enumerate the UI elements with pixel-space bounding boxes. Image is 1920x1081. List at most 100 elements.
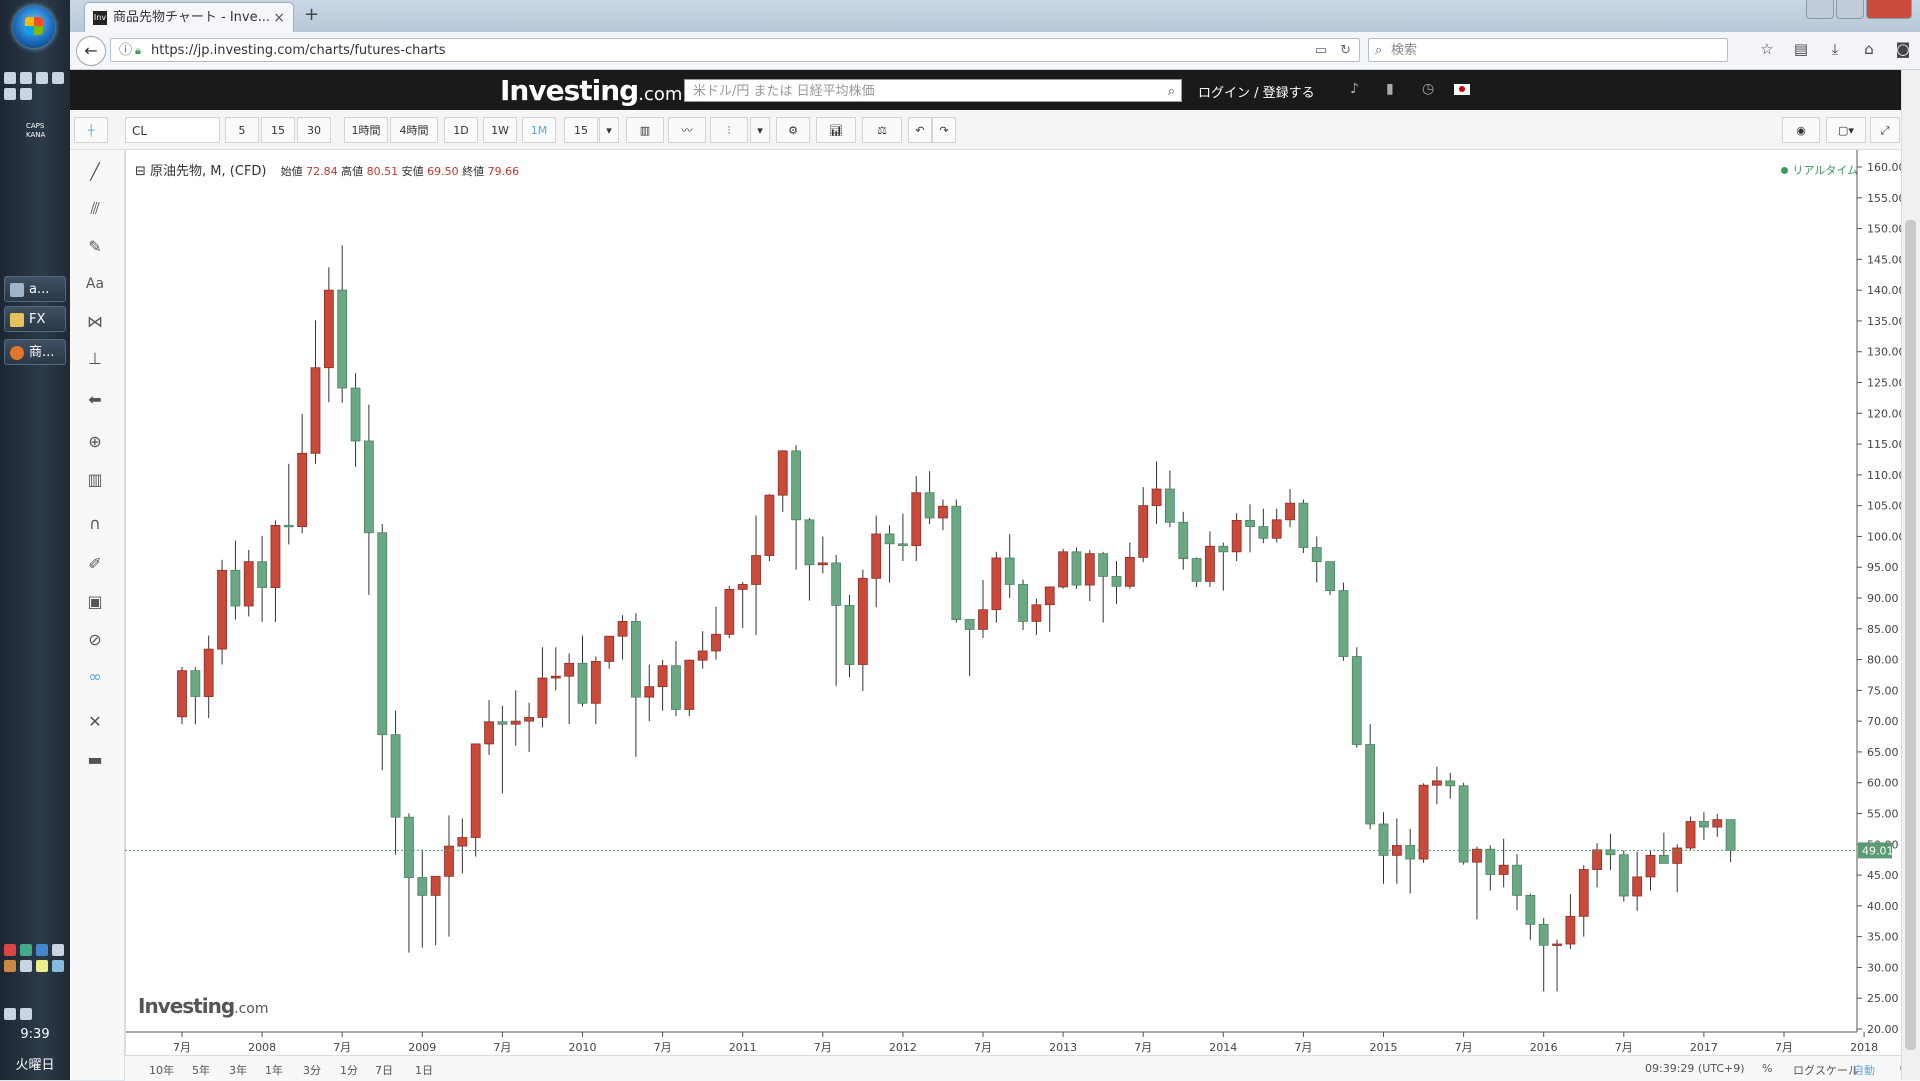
bookmarks-list-icon[interactable]: ▤ (1793, 40, 1809, 58)
app-icon[interactable] (4, 72, 16, 84)
arrow-left-icon[interactable]: ⬅ (88, 390, 102, 409)
brush-icon[interactable]: ✎ (88, 237, 102, 256)
clock-time[interactable]: 9:39 (20, 1027, 50, 1042)
remove-tools-icon[interactable]: ✕ (88, 712, 102, 731)
link-icon[interactable]: ∞ (88, 667, 102, 686)
candlestick-chart[interactable]: 20.0025.0030.0035.0040.0045.0050.0055.00… (125, 150, 1920, 1055)
indicators-icon[interactable]: 📊︎ (816, 117, 856, 143)
chart-type-dropdown-icon[interactable]: ▾ (750, 117, 770, 143)
back-button[interactable]: ← (76, 36, 106, 66)
tray-icon[interactable] (4, 960, 16, 972)
scrollbar-thumb[interactable] (1905, 220, 1916, 1050)
bookmark-star-icon[interactable]: ☆ (1760, 40, 1774, 58)
range-button-7[interactable]: 1日 (415, 1064, 433, 1077)
network-icon[interactable] (4, 1008, 16, 1020)
symbol-input[interactable]: CL (125, 117, 220, 143)
page-scrollbar[interactable] (1901, 70, 1920, 1080)
taskbar-button-browser[interactable]: 商... (4, 339, 66, 365)
range-button-2[interactable]: 3年 (229, 1064, 247, 1077)
log-scale-toggle[interactable]: ログスケール (1793, 1064, 1859, 1077)
bar-chart-icon[interactable]: ⫶ (710, 117, 748, 143)
interval-button-6[interactable]: 1W (483, 117, 517, 143)
site-search-input[interactable]: 米ドル/円 または 日経平均株価 ⌕ (684, 79, 1182, 102)
auto-scale-toggle[interactable]: 自動 (1853, 1064, 1875, 1077)
close-window-button[interactable] (1866, 0, 1912, 19)
portfolio-icon[interactable]: ▮ (1386, 81, 1394, 97)
home-icon[interactable]: ⌂ (1864, 40, 1874, 58)
reader-view-icon[interactable]: ▭ (1314, 43, 1327, 58)
tray-icon[interactable] (4, 944, 16, 956)
interval-button-2[interactable]: 30 (297, 117, 331, 143)
range-button-4[interactable]: 3分 (303, 1064, 321, 1077)
start-button[interactable] (13, 6, 55, 48)
app-icon[interactable] (36, 72, 48, 84)
interval-button-1[interactable]: 15 (261, 117, 295, 143)
bell-icon[interactable]: ♪ (1350, 81, 1359, 97)
clock-icon[interactable]: ◷ (1422, 81, 1435, 97)
japan-flag-icon[interactable] (1454, 84, 1470, 95)
app-icon[interactable] (52, 72, 64, 84)
candle-type-icon[interactable]: ▥ (626, 117, 664, 143)
tray-icon[interactable] (36, 960, 48, 972)
trend-line-icon[interactable]: ╱ (90, 162, 100, 181)
layout-icon[interactable]: ▢▾ (1826, 117, 1866, 143)
browser-search-input[interactable]: ⌕ 検索 (1368, 38, 1728, 62)
ime-indicator[interactable]: CAPS KANA (26, 122, 45, 140)
fullscreen-icon[interactable]: ⤢ (1870, 117, 1900, 143)
range-button-0[interactable]: 10年 (149, 1064, 174, 1077)
url-bar[interactable]: ⓘ 🔒︎ https://jp.investing.com/charts/fut… (110, 38, 1360, 62)
interval-button-3[interactable]: 1時間 (344, 117, 388, 143)
pocket-icon[interactable]: ◙ (1895, 40, 1911, 58)
interval-button-4[interactable]: 4時間 (390, 117, 438, 143)
investing-logo[interactable]: Investing.com (500, 74, 682, 107)
tray-icon[interactable] (36, 944, 48, 956)
line-chart-icon[interactable]: 〰 (668, 117, 706, 143)
settings-icon[interactable]: ⚙ (776, 117, 810, 143)
magnet-icon[interactable]: ∩ (89, 514, 101, 533)
interval-button-5[interactable]: 1D (444, 117, 478, 143)
camera-icon[interactable]: ◉ (1782, 117, 1820, 143)
redo-icon[interactable]: ↷ (932, 117, 956, 143)
tray-icon[interactable] (52, 960, 64, 972)
zoom-icon[interactable]: ⊕ (88, 432, 102, 451)
hide-icon[interactable]: ⊘ (88, 630, 102, 649)
ruler-icon[interactable]: ▥ (87, 470, 103, 489)
app-icon[interactable] (4, 88, 16, 100)
download-icon[interactable]: ⤓ (1831, 40, 1839, 58)
collapse-legend-icon[interactable]: ⊟ (135, 164, 146, 179)
crosshair-tool[interactable]: ┼ (74, 117, 108, 143)
range-button-3[interactable]: 1年 (265, 1064, 283, 1077)
taskbar-button-explorer[interactable]: a... (4, 276, 66, 302)
tray-icon[interactable] (52, 944, 64, 956)
reload-icon[interactable]: ↻ (1340, 43, 1351, 58)
tray-icon[interactable] (20, 944, 32, 956)
range-button-1[interactable]: 5年 (192, 1064, 210, 1077)
chart-area[interactable]: ⊟ 原油先物, M, (CFD) 始値 72.84 高値 80.51 安値 69… (125, 150, 1920, 1080)
new-tab-icon[interactable]: + (304, 4, 320, 25)
minimize-button[interactable] (1806, 0, 1834, 19)
interval-dropdown-icon[interactable]: ▾ (599, 117, 619, 143)
pencil-lock-icon[interactable]: ✐ (88, 554, 102, 573)
interval-button-7[interactable]: 1M (522, 117, 556, 143)
interval-button-8[interactable]: 15 (564, 117, 598, 143)
measure-icon[interactable]: ⊥ (88, 349, 102, 368)
browser-tab[interactable]: Inv 商品先物チャート - Inve... × (84, 2, 294, 32)
clock-day[interactable]: 火曜日 (15, 1058, 55, 1073)
text-tool-icon[interactable]: Aa (85, 276, 105, 292)
range-button-5[interactable]: 1分 (340, 1064, 358, 1077)
lock-icon[interactable]: ▣ (87, 592, 103, 611)
percent-toggle[interactable]: % (1762, 1062, 1773, 1075)
tray-icon[interactable] (20, 960, 32, 972)
compare-icon[interactable]: ⚖ (862, 117, 902, 143)
close-tab-icon[interactable]: × (273, 10, 285, 26)
site-info-icon[interactable]: ⓘ (119, 43, 133, 58)
app-icon[interactable] (20, 72, 32, 84)
undo-icon[interactable]: ↶ (908, 117, 932, 143)
trash-icon[interactable]: ▬ (87, 750, 103, 769)
interval-button-0[interactable]: 5 (225, 117, 259, 143)
range-button-6[interactable]: 7日 (375, 1064, 393, 1077)
taskbar-button-fx[interactable]: FX (4, 306, 66, 332)
volume-icon[interactable] (20, 1008, 32, 1020)
maximize-button[interactable] (1836, 0, 1864, 19)
fibonacci-icon[interactable]: ⫻ (90, 199, 100, 218)
